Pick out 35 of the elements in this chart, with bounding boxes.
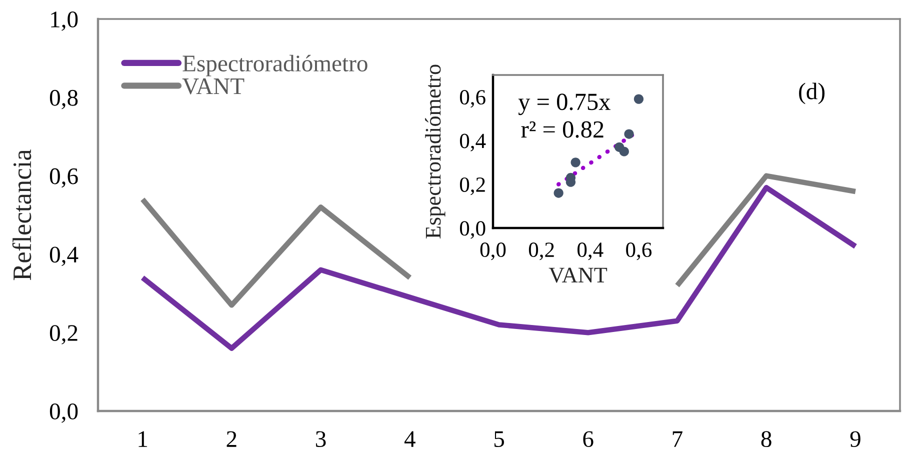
x-tick-label: 2	[226, 431, 236, 447]
y-tick-label: 1,0	[51, 11, 78, 31]
x-tick-label: 0,6	[626, 242, 652, 260]
x-tick-label: 3	[316, 431, 326, 448]
y-tick-label: 0,0	[50, 403, 78, 423]
point	[624, 129, 634, 139]
x-tick-label: 0,4	[578, 242, 604, 260]
legend-label: VANT	[182, 78, 244, 94]
annotation: r² = 0.82	[521, 121, 604, 138]
y-tick-label: 0,8	[50, 90, 78, 110]
x-tick-label: 6	[583, 431, 594, 448]
y-axis-title: Espectroradiómetro	[425, 64, 446, 238]
x-tick-label: 0,2	[528, 242, 554, 260]
legend-label: Espectroradiómetro	[182, 54, 368, 76]
y-tick-label: 0,0	[460, 221, 486, 239]
x-tick-label: 4	[404, 431, 416, 447]
y-axis-title: Reflectancia	[12, 149, 32, 280]
y-tick-label: 0,6	[460, 90, 486, 108]
point	[554, 188, 564, 198]
x-tick-label: 1	[138, 431, 148, 447]
y-tick-label: 0,6	[50, 168, 78, 188]
y-tick-label: 0,4	[460, 134, 486, 152]
point	[634, 94, 644, 104]
annotation: y = 0.75x	[518, 94, 610, 116]
y-tick-label: 0,2	[460, 177, 485, 196]
point	[570, 158, 580, 168]
x-tick-label: 9	[850, 431, 860, 448]
y-tick-label: 0,2	[50, 325, 78, 344]
point	[619, 146, 629, 156]
x-tick-label: 0,0	[480, 242, 506, 260]
x-axis-title: VANT	[548, 268, 608, 283]
annotation: (d)	[799, 82, 825, 104]
x-tick-label: 7	[672, 431, 682, 447]
x-tick-label: 8	[761, 431, 772, 448]
x-tick-label: 5	[494, 431, 504, 448]
